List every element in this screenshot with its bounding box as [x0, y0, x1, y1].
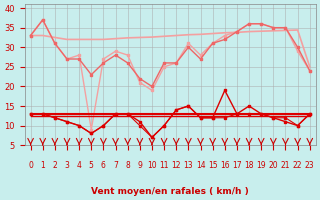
- X-axis label: Vent moyen/en rafales ( km/h ): Vent moyen/en rafales ( km/h ): [91, 187, 249, 196]
